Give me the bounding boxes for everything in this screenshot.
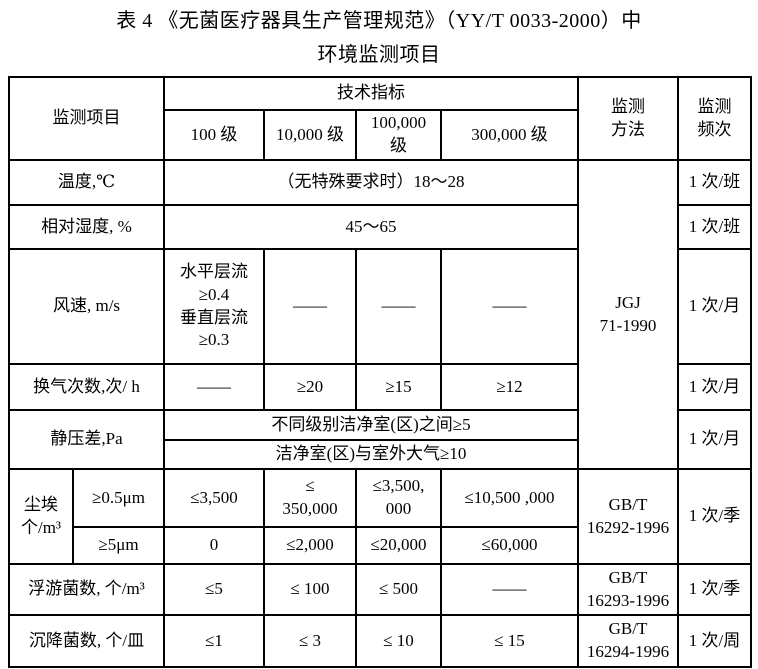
header-item: 监测项目 <box>8 76 165 161</box>
cell-settling-10000: ≤ 3 <box>263 614 357 668</box>
row-airchange: 换气次数,次/ h —— ≥20 ≥15 ≥12 1 次/月 <box>8 363 752 411</box>
header-grade-300000: 300,000 级 <box>440 109 579 161</box>
cell-dust-sub2-300000: ≤60,000 <box>440 526 579 565</box>
table-title: 表 4 《无菌医疗器具生产管理规范》（YY/T 0033-2000）中 环境监测… <box>0 4 758 72</box>
cell-airchange-10000: ≥20 <box>263 363 357 411</box>
header-grade-10000: 10,000 级 <box>263 109 357 161</box>
row-airspeed: 风速, m/s 水平层流 ≥0.4 垂直层流 ≥0.3 —— —— —— 1 次… <box>8 248 752 365</box>
cell-airspeed-label: 风速, m/s <box>8 248 165 365</box>
cell-airborne-label: 浮游菌数, 个/m³ <box>8 563 165 616</box>
cell-dust-sub1-300000: ≤10,500 ,000 <box>440 468 579 528</box>
cell-pressure-label: 静压差,Pa <box>8 409 165 470</box>
cell-temperature-freq: 1 次/班 <box>677 159 752 206</box>
cell-settling-300000: ≤ 15 <box>440 614 579 668</box>
cell-settling-label: 沉降菌数, 个/皿 <box>8 614 165 668</box>
cell-temperature-value: （无特殊要求时）18～28 <box>163 159 579 206</box>
row-airborne: 浮游菌数, 个/m³ ≤5 ≤ 100 ≤ 500 —— GB/T 16293-… <box>8 563 752 616</box>
cell-dust-sub1-10000: ≤ 350,000 <box>263 468 357 528</box>
row-dust-1: 尘埃 个/m³ ≥0.5μm ≤3,500 ≤ 350,000 ≤3,500, … <box>8 468 752 565</box>
header-row-1: 监测项目 技术指标 监测 方法 监测 频次 <box>8 76 752 161</box>
cell-airchange-300000: ≥12 <box>440 363 579 411</box>
cell-humidity-value: 45～65 <box>163 204 579 250</box>
cell-dust-sub1-label: ≥0.5μm <box>72 468 165 528</box>
cell-method-gb16294: GB/T 16294-1996 <box>577 614 679 668</box>
cell-dust-sub2-label: ≥5μm <box>72 526 165 565</box>
cell-dust-sub2-10000: ≤2,000 <box>263 526 357 565</box>
cell-airborne-100: ≤5 <box>163 563 265 616</box>
header-grade-100000: 100,000 级 <box>355 109 442 161</box>
header-tech-indicators: 技术指标 <box>163 76 579 111</box>
cell-settling-freq: 1 次/周 <box>677 614 752 668</box>
cell-airchange-label: 换气次数,次/ h <box>8 363 165 411</box>
header-frequency: 监测 频次 <box>677 76 752 161</box>
cell-dust-sub1-100000: ≤3,500, 000 <box>355 468 442 528</box>
cell-dust-freq: 1 次/季 <box>677 468 752 565</box>
cell-airchange-freq: 1 次/月 <box>677 363 752 411</box>
cell-airborne-freq: 1 次/季 <box>677 563 752 616</box>
cell-dust-sub1-100: ≤3,500 <box>163 468 265 528</box>
cell-pressure-freq: 1 次/月 <box>677 409 752 470</box>
cell-airspeed-100: 水平层流 ≥0.4 垂直层流 ≥0.3 <box>163 248 265 365</box>
row-pressure-1: 静压差,Pa 不同级别洁净室(区)之间≥5 1 次/月 <box>8 409 752 470</box>
cell-airchange-100: —— <box>163 363 265 411</box>
cell-dust-sub2-100000: ≤20,000 <box>355 526 442 565</box>
cell-airspeed-300000: —— <box>440 248 579 365</box>
row-dust-2: ≥5μm 0 ≤2,000 ≤20,000 ≤60,000 <box>9 526 751 565</box>
cell-method-gb16293: GB/T 16293-1996 <box>577 563 679 616</box>
monitoring-table: 监测项目 技术指标 监测 方法 监测 频次 100 级 10,000 级 100… <box>8 76 752 668</box>
cell-airchange-100000: ≥15 <box>355 363 442 411</box>
table-title-line2: 环境监测项目 <box>317 44 441 66</box>
cell-airspeed-100000: —— <box>355 248 442 365</box>
cell-temperature-label: 温度,℃ <box>8 159 165 206</box>
cell-airborne-100000: ≤ 500 <box>355 563 442 616</box>
cell-method-gb16292: GB/T 16292-1996 <box>577 468 679 565</box>
cell-pressure-line1: 不同级别洁净室(区)之间≥5 <box>163 409 579 441</box>
cell-airspeed-10000: —— <box>263 248 357 365</box>
row-humidity: 相对湿度, % 45～65 1 次/班 <box>8 204 752 250</box>
row-temperature: 温度,℃ （无特殊要求时）18～28 JGJ 71-1990 1 次/班 <box>8 159 752 470</box>
header-grade-100: 100 级 <box>163 109 265 161</box>
cell-settling-100: ≤1 <box>163 614 265 668</box>
cell-airspeed-freq: 1 次/月 <box>677 248 752 365</box>
cell-settling-100000: ≤ 10 <box>355 614 442 668</box>
row-pressure-2: 洁净室(区)与室外大气≥10 <box>9 439 751 470</box>
cell-dust-sub2-100: 0 <box>163 526 265 565</box>
cell-humidity-freq: 1 次/班 <box>677 204 752 250</box>
cell-dust-label: 尘埃 个/m³ <box>8 468 74 565</box>
cell-airborne-10000: ≤ 100 <box>263 563 357 616</box>
cell-humidity-label: 相对湿度, % <box>8 204 165 250</box>
cell-pressure-line2: 洁净室(区)与室外大气≥10 <box>163 439 579 470</box>
table-title-line1: 表 4 《无菌医疗器具生产管理规范》（YY/T 0033-2000）中 <box>116 10 642 32</box>
header-method: 监测 方法 <box>577 76 679 161</box>
header-row-2: 100 级 10,000 级 100,000 级 300,000 级 <box>9 109 751 161</box>
row-settling: 沉降菌数, 个/皿 ≤1 ≤ 3 ≤ 10 ≤ 15 GB/T 16294-19… <box>8 614 752 668</box>
cell-airborne-300000: —— <box>440 563 579 616</box>
cell-method-jgj: JGJ 71-1990 <box>577 159 679 470</box>
